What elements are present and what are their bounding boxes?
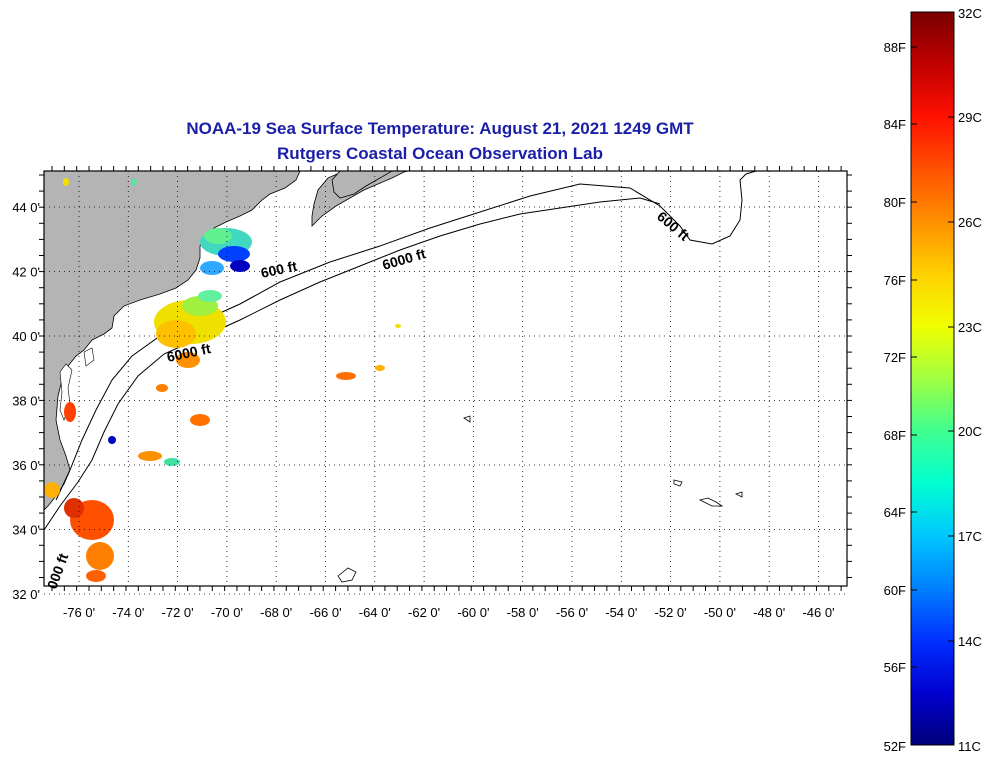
longitude-label: -66 0' — [309, 605, 341, 620]
longitude-label: -62 0' — [408, 605, 440, 620]
longitude-label: -70 0' — [211, 605, 243, 620]
longitude-label: -46 0' — [802, 605, 834, 620]
sst-scattered-pixels — [63, 178, 401, 466]
longitude-label: -56 0' — [556, 605, 588, 620]
colorbar-label-f: 76F — [884, 273, 906, 288]
colorbar-label-f: 68F — [884, 428, 906, 443]
colorbar-label-f: 52F — [884, 739, 906, 754]
latitude-label: 44 0' — [12, 200, 40, 215]
map-title: NOAA-19 Sea Surface Temperature: August … — [186, 119, 694, 138]
colorbar-label-c: 26C — [958, 215, 982, 230]
map-frame — [43, 170, 848, 587]
frame-ticks — [39, 166, 852, 591]
longitude-label: -68 0' — [260, 605, 292, 620]
colorbar-label-f: 64F — [884, 505, 906, 520]
colorbar-label-f: 60F — [884, 583, 906, 598]
sst-gulf-of-maine — [200, 228, 252, 275]
longitude-label: -64 0' — [359, 605, 391, 620]
longitude-label: -50 0' — [704, 605, 736, 620]
colorbar-label-c: 17C — [958, 529, 982, 544]
land-newfoundland — [331, 171, 393, 199]
longitude-label: -48 0' — [753, 605, 785, 620]
colorbar-label-c: 29C — [958, 110, 982, 125]
longitude-label: -58 0' — [507, 605, 539, 620]
latitude-label: 34 0' — [12, 523, 40, 538]
longitude-label: -54 0' — [605, 605, 637, 620]
longitude-labels: -76 0' -74 0' -72 0' -70 0' -68 0' -66 0' -64 … — [63, 605, 835, 620]
longitude-label: -72 0' — [162, 605, 194, 620]
colorbar-label-c: 20C — [958, 424, 982, 439]
colorbar-label-c: 11C — [958, 739, 981, 754]
delaware-bay — [83, 347, 95, 367]
longitude-label: -74 0' — [112, 605, 144, 620]
seamount-contour — [734, 491, 743, 498]
seamount-contour — [673, 479, 683, 487]
sst-mid-atlantic-bight — [154, 290, 226, 368]
colorbar-label-f: 56F — [884, 660, 906, 675]
latitude-label: 42 0' — [12, 265, 40, 280]
colorbar-label-f: 84F — [884, 117, 906, 132]
longitude-label: -52 0' — [655, 605, 687, 620]
colorbar-ticks — [911, 46, 954, 668]
latitude-label: 36 0' — [12, 458, 40, 473]
colorbar-fahrenheit-labels: 88F 84F 80F 76F 72F 68F 64F 60F 56F 52F — [884, 40, 906, 754]
colorbar — [910, 11, 955, 746]
latitude-label: 38 0' — [12, 394, 40, 409]
sst-gulf-stream — [44, 402, 114, 582]
longitude-label: -76 0' — [63, 605, 95, 620]
map-subtitle: Rutgers Coastal Ocean Observation Lab — [277, 144, 603, 163]
seamount-contour — [463, 415, 471, 423]
graticule — [44, 171, 847, 595]
colorbar-label-c: 32C — [958, 6, 982, 21]
colorbar-label-c: 14C — [958, 634, 982, 649]
contour-600ft — [55, 171, 757, 501]
colorbar-label-c: 23C — [958, 320, 982, 335]
colorbar-label-f: 80F — [884, 195, 906, 210]
seamount-contour — [337, 567, 357, 583]
latitude-label: 32 0' — [12, 587, 40, 602]
latitude-label: 40 0' — [12, 329, 40, 344]
colorbar-label-f: 88F — [884, 40, 906, 55]
seamount-contour — [698, 497, 724, 507]
contour-label: 600 ft — [259, 258, 298, 281]
longitude-label: -60 0' — [457, 605, 489, 620]
contour-6000ft — [44, 197, 661, 531]
colorbar-label-f: 72F — [884, 350, 906, 365]
colorbar-celsius-labels: 32C 29C 26C 23C 20C 17C 14C 11C — [958, 6, 982, 754]
land-north-america — [44, 171, 301, 511]
latitude-labels: 44 0' 42 0' 40 0' 38 0' 36 0' 34 0' 32 0' — [12, 200, 40, 602]
